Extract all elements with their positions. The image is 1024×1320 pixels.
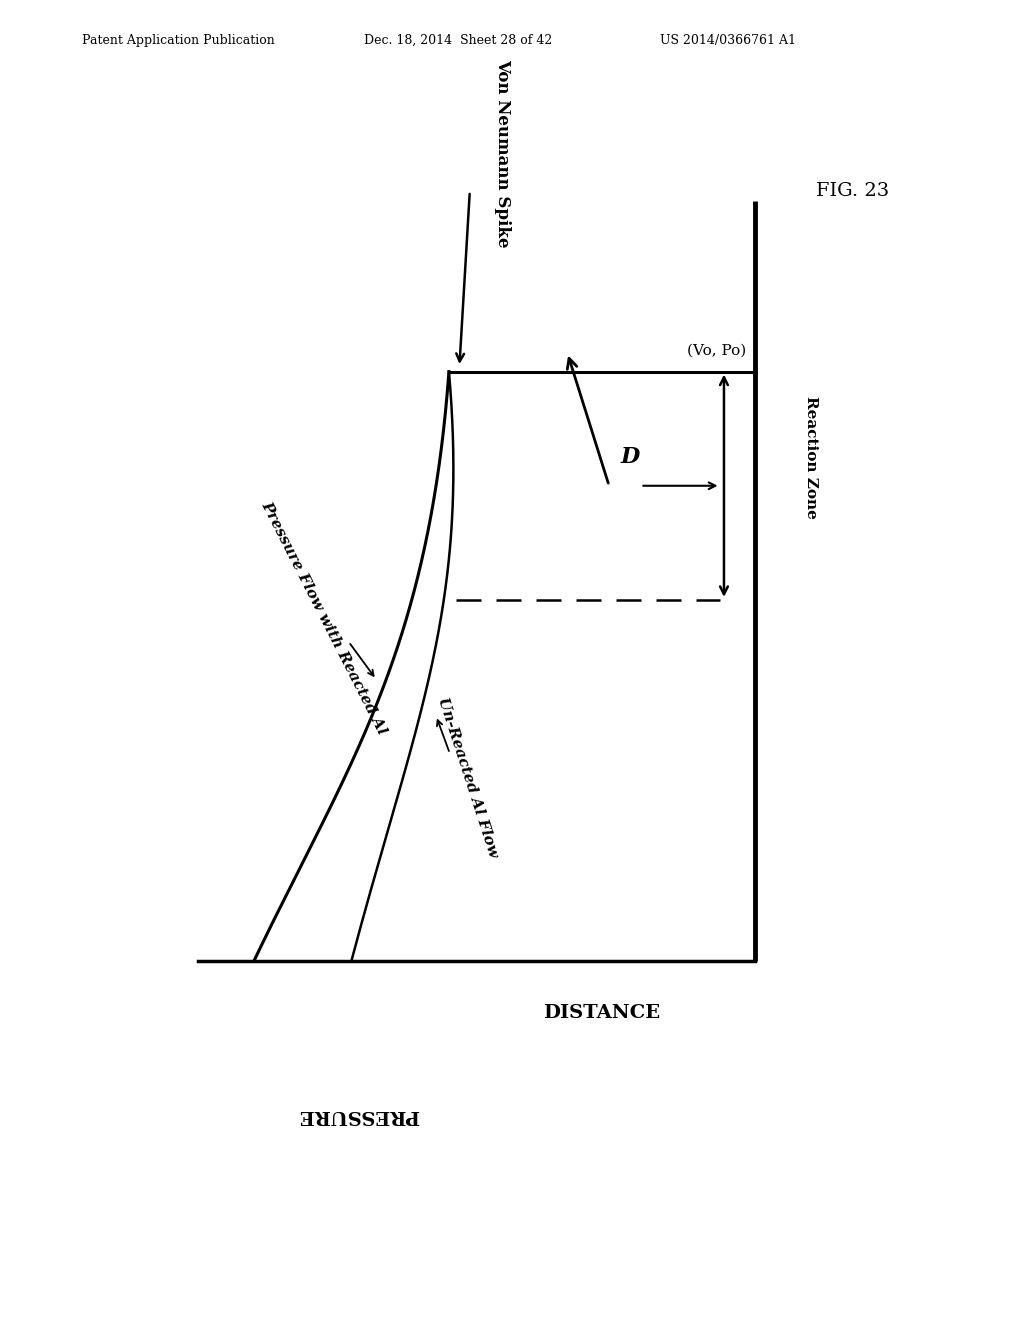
Text: Pressure Flow with Reacted Al: Pressure Flow with Reacted Al [259, 499, 389, 737]
Text: DISTANCE: DISTANCE [544, 1005, 660, 1022]
Text: Un-Reacted Al Flow: Un-Reacted Al Flow [435, 696, 500, 859]
Text: Patent Application Publication: Patent Application Publication [82, 33, 274, 46]
Text: D: D [621, 446, 640, 469]
Text: FIG. 23: FIG. 23 [816, 182, 890, 199]
Text: PRESSURE: PRESSURE [298, 1106, 419, 1125]
Text: Von Neumann Spike: Von Neumann Spike [495, 59, 511, 247]
Text: (Vo, Po): (Vo, Po) [687, 343, 746, 358]
Text: Dec. 18, 2014  Sheet 28 of 42: Dec. 18, 2014 Sheet 28 of 42 [364, 33, 552, 46]
Text: US 2014/0366761 A1: US 2014/0366761 A1 [660, 33, 797, 46]
Text: Reaction Zone: Reaction Zone [804, 396, 818, 519]
